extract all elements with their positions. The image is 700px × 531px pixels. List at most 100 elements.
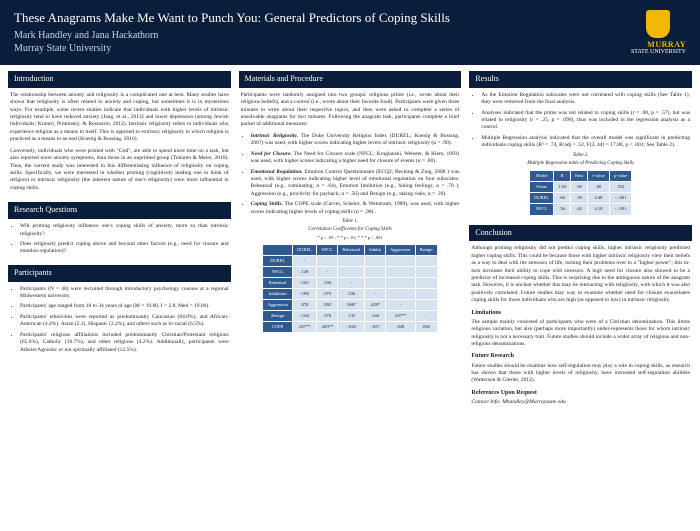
table-cell: .028 [386,322,416,333]
table-header: Beta [570,171,587,182]
table-cell: 4.10 [588,204,610,215]
table-cell [338,266,365,277]
table-header: Benign [415,244,437,255]
table-cell: - [338,277,365,288]
table-cell [386,277,416,288]
conclusion-para: Although priming religiosity did not pre… [471,245,690,304]
part-item-1: Participants (N = 48) were recruited thr… [20,286,229,301]
table-row: Prime1.04.06.60.552 [530,182,632,193]
table-cell [386,266,416,277]
part-item-3: Participants' ethnicities were reported … [20,314,229,329]
table-cell: .457** [292,322,316,333]
limitations-para: The sample mainly consisted of participa… [471,319,690,349]
table-cell: .002 [415,322,437,333]
rq-heading: Research Questions [8,202,231,219]
table-cell: .092 [316,300,337,311]
table-header: Model [530,171,554,182]
table-row: DUREL.66.394.48< .001 [530,193,632,204]
table-1: DURELNFCLRehearsalInhibitAggressionBenig… [262,244,437,334]
measure-3: Emotional Regulation. Emotion Control Qu… [251,169,460,199]
authors: Mark Handley and Jana Hackathorn [14,30,631,41]
materials-intro: Participants were randomly assigned into… [241,92,460,129]
references-heading: References Upon Request [471,389,690,397]
table-cell: .207** [386,311,416,322]
table-cell: < .001 [609,193,632,204]
table-cell [415,288,437,299]
part-item-2: Participants' age ranged from 18 to 34 y… [20,303,229,310]
future-para: Future studies should be examine how sel… [471,363,690,385]
table-cell: .104 [316,277,337,288]
table-cell: COPE [263,322,293,333]
table-cell: Benign [263,311,293,322]
table-cell: Prime [530,182,554,193]
table-cell: -.057 [365,322,386,333]
table-row: Rehearsal-.021.104- [263,277,437,288]
table-cell: .336 [338,288,365,299]
intro-heading: Introduction [8,71,231,88]
table-cell: .076 [316,311,337,322]
table-cell: Rehearsal [263,277,293,288]
table-2-caption: Table 2. [471,153,690,160]
table-header: t-value [588,171,610,182]
table-header: Aggression [386,244,416,255]
participants-heading: Participants [8,265,231,282]
column-1: Introduction The relationship between an… [8,71,231,514]
measure-4: Coping Skills. The COPE scale (Carver, S… [251,201,460,216]
table-cell: 4.48 [588,193,610,204]
table-cell: .135 [338,311,365,322]
table-header: B [554,171,571,182]
measure-4-label: Coping Skills. [251,201,283,207]
logo-text: MURRAY [631,40,686,49]
conclusion-heading: Conclusion [469,225,692,242]
table-cell: DUREL [530,193,554,204]
measure-1: Intrinsic Religiosity. The Duke Universi… [251,133,460,148]
part-item-4: Participants' religious affiliations inc… [20,332,229,354]
table-cell: .483** [316,322,337,333]
table-cell: - [316,266,337,277]
future-heading: Future Research [471,352,690,360]
column-2: Materials and Procedure Participants wer… [239,71,462,514]
table-1-note: * p < .05 ; * * p <.01; * * * p < .001 [241,235,460,241]
table-cell [386,288,416,299]
table-2: ModelBBetat-valuep-valuePrime1.04.06.60.… [529,170,632,215]
results-heading: Results [469,71,692,88]
table-cell: - [365,288,386,299]
measure-2: Need for Closure. The Need for Closure s… [251,151,460,166]
table-header [263,244,293,255]
table-cell: .552 [609,182,632,193]
table-row: NFCL.149- [263,266,437,277]
table-cell: .366* [338,300,365,311]
table-cell [415,255,437,266]
table-cell: -.020 [338,322,365,333]
poster-title: These Anagrams Make Me Want to Punch You… [14,10,631,26]
table-cell: .075 [316,288,337,299]
table-cell [316,255,337,266]
table-cell: .56 [554,204,571,215]
table-cell: .39 [570,193,587,204]
table-cell: .149 [292,266,316,277]
affiliation: Murray State University [14,43,631,54]
table-cell [365,277,386,288]
table-row: Benign-.024.076.135.344.207**- [263,311,437,322]
measure-1-label: Intrinsic Religiosity. [251,133,298,139]
measure-3-label: Emotional Regulation. [251,169,303,175]
shield-icon [646,10,670,38]
table-row: Aggression.078.092.366*.429*- [263,300,437,311]
table-cell [415,300,437,311]
table-header: NFCL [316,244,337,255]
materials-heading: Materials and Procedure [239,71,462,88]
measure-4-text: The COPE scale (Carver, Scheier, & Weint… [251,201,460,214]
university-logo: MURRAY STATE UNIVERSITY [631,10,686,55]
table-cell: .06 [570,182,587,193]
table-cell [365,255,386,266]
table-cell: .60 [588,182,610,193]
table-1-caption: Table 1. [241,219,460,226]
result-2: Analyses indicated that the prime was no… [481,110,690,132]
table-cell [365,266,386,277]
limitations-heading: Limitations [471,309,690,317]
table-row: DUREL- [263,255,437,266]
table-header: Rehearsal [338,244,365,255]
rq-item-2: Does religiosity predict coping above an… [20,241,229,256]
result-3: Multiple Regression analysis indicated t… [481,135,690,150]
table-cell: .344 [365,311,386,322]
